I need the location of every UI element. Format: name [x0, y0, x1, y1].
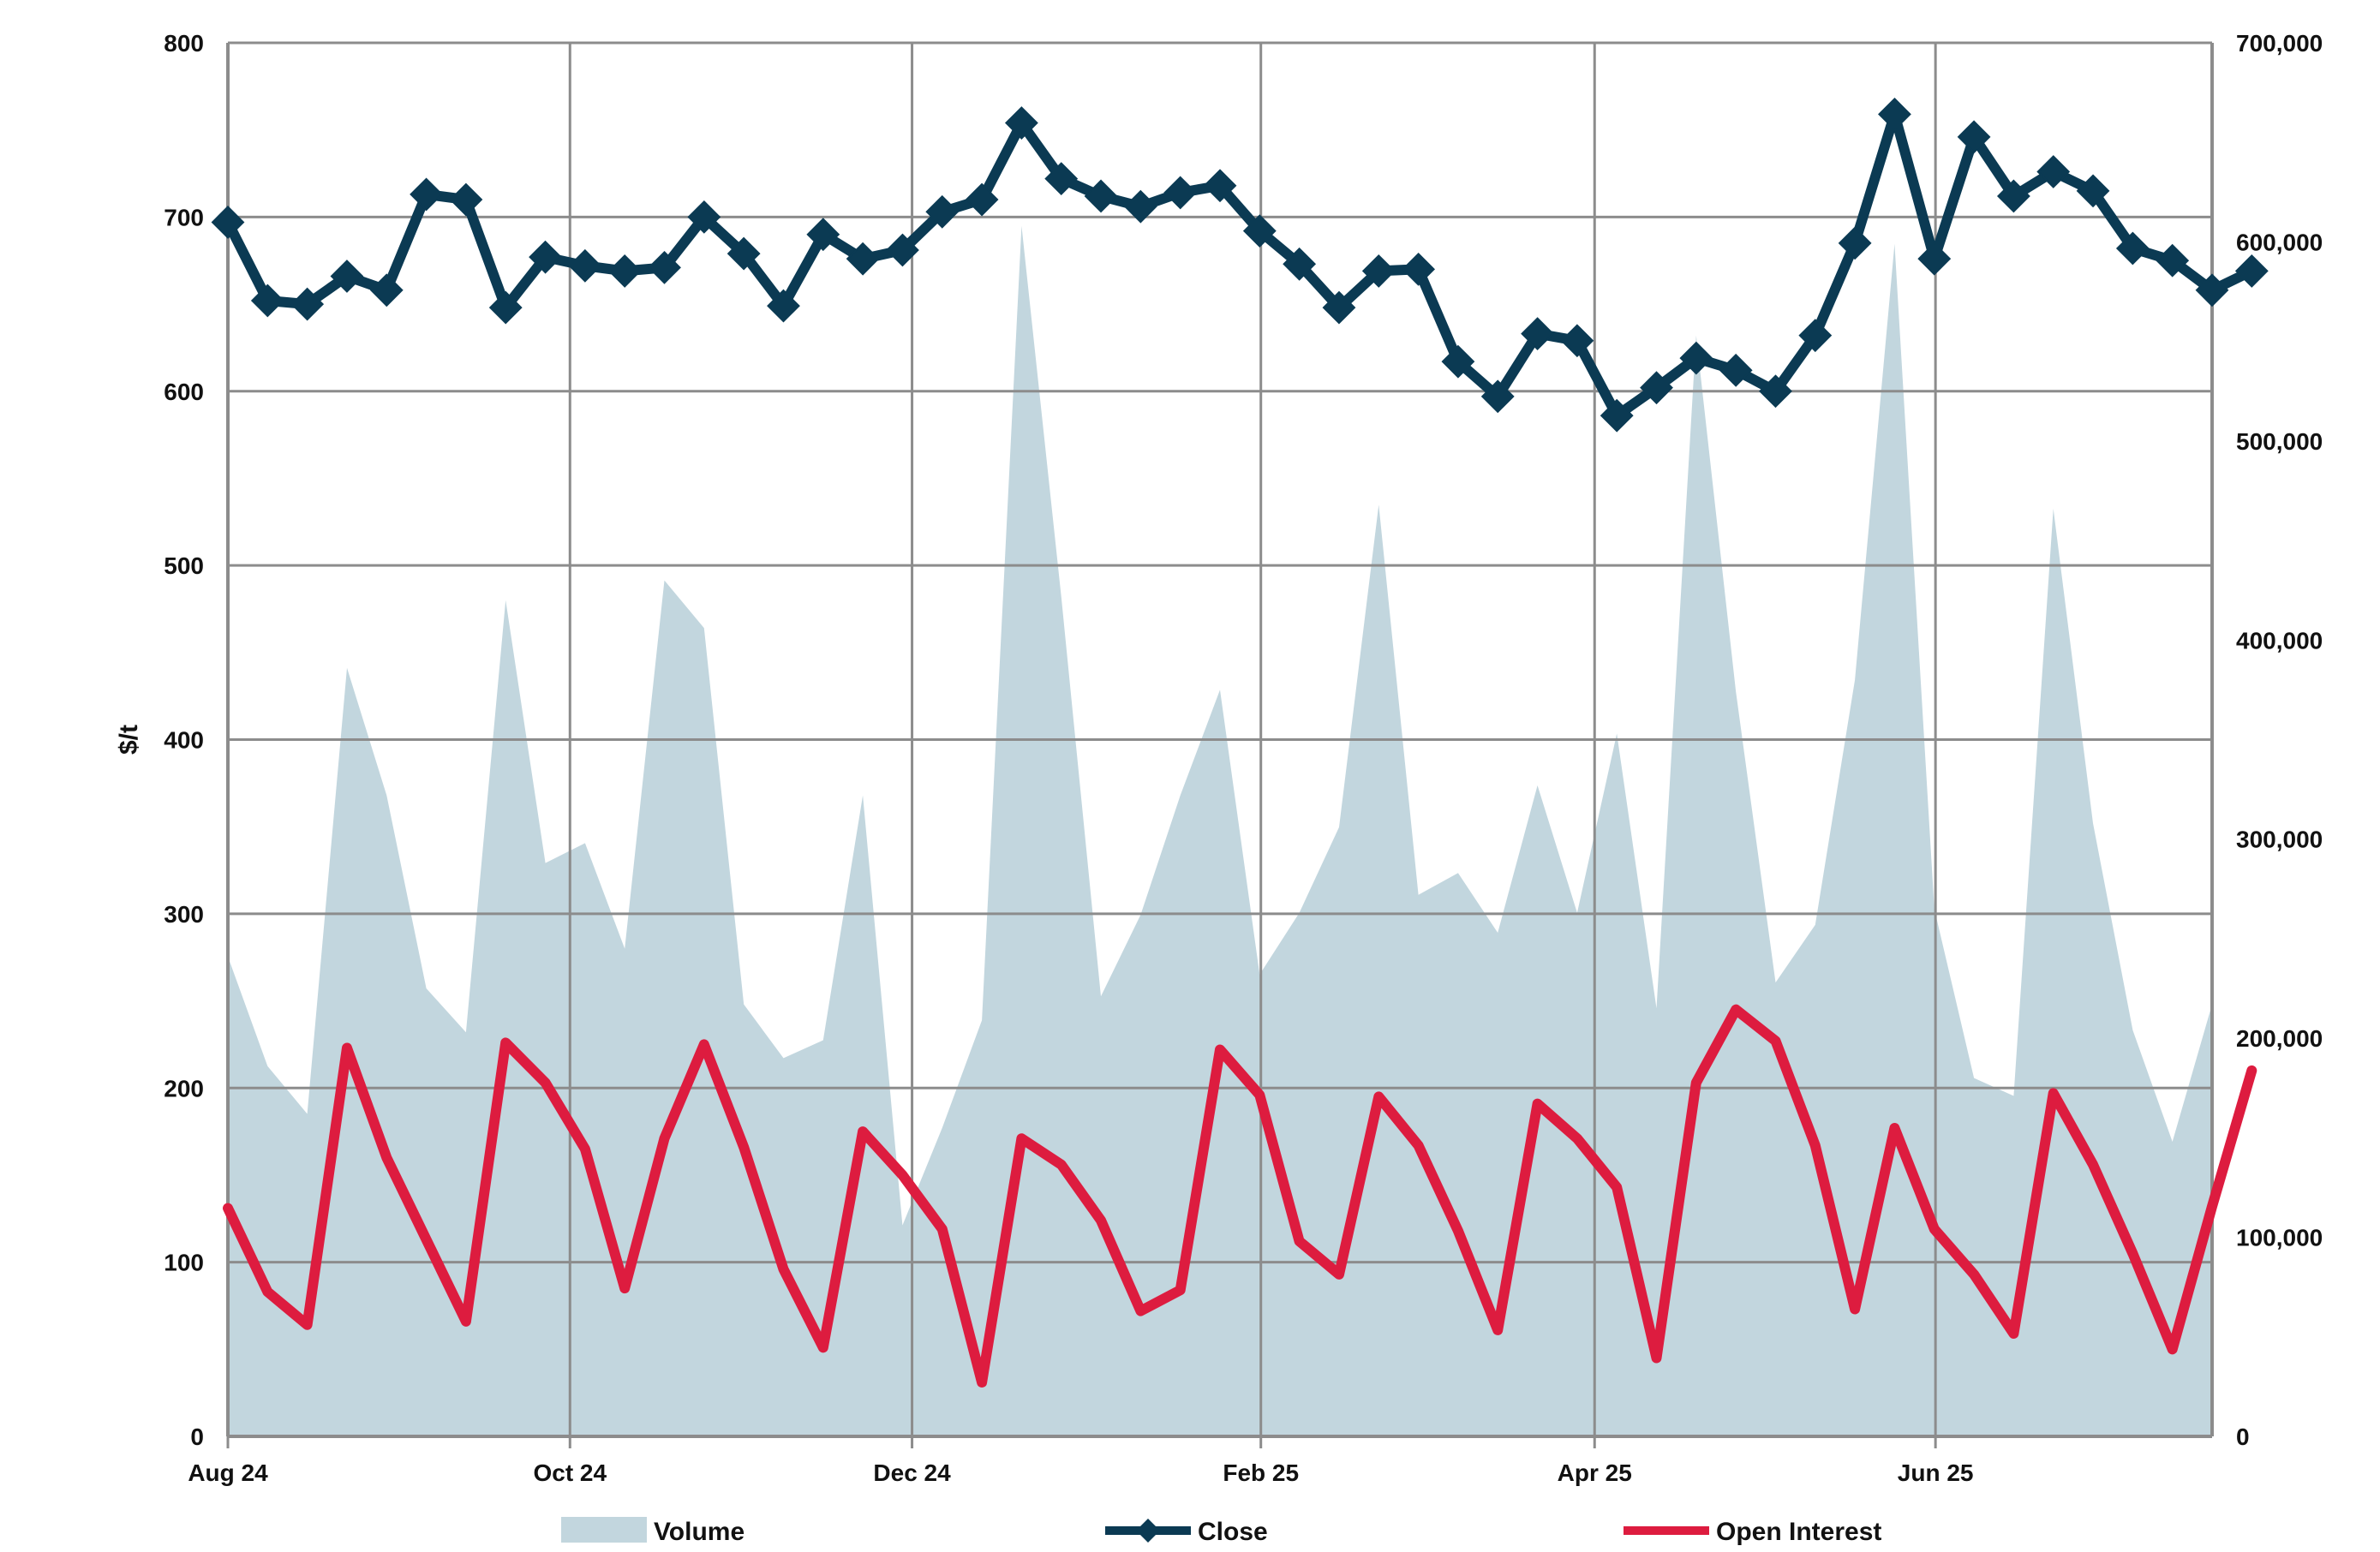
y-left-tick-label: 100 — [164, 1250, 204, 1276]
y-right-tick-label: 400,000 — [2236, 627, 2323, 654]
close-point — [211, 206, 245, 239]
y-left-tick-label: 800 — [164, 30, 204, 57]
y-left-tick-label: 400 — [164, 727, 204, 754]
close-point — [410, 177, 444, 212]
axis-labels: 0 100 200 300 400 500 600 700 800 0 100,000 200,000… — [115, 30, 2323, 1486]
close-point — [1798, 319, 1833, 353]
close-point — [1084, 179, 1118, 213]
y-left-tick-label: 300 — [164, 901, 204, 928]
y-left-tick-label: 200 — [164, 1075, 204, 1101]
close-point — [1838, 226, 1872, 260]
close-point — [965, 182, 999, 217]
y-left-tick-label: 700 — [164, 204, 204, 230]
open-interest-legend-label: Open Interest — [1716, 1518, 1881, 1546]
y-right-tick-label: 0 — [2236, 1424, 2250, 1450]
close-point — [806, 218, 840, 252]
close-point — [2156, 243, 2190, 278]
close-point — [449, 182, 483, 217]
close-point — [1283, 247, 1317, 281]
close-point — [1679, 341, 1713, 375]
close-point — [1600, 398, 1634, 433]
close-point — [2076, 174, 2110, 208]
close-point — [1163, 176, 1198, 210]
y-right-tick-label: 300,000 — [2236, 827, 2323, 853]
x-tick-label: Feb 25 — [1223, 1459, 1299, 1486]
close-point — [1480, 379, 1515, 414]
y-right-tick-label: 200,000 — [2236, 1025, 2323, 1052]
x-tick-label: Apr 25 — [1558, 1459, 1632, 1486]
volume-legend-label: Volume — [654, 1518, 744, 1546]
close-legend-marker — [1136, 1519, 1160, 1543]
close-point — [925, 194, 960, 229]
close-line — [223, 109, 2257, 421]
close-point — [1044, 162, 1079, 196]
close-point — [607, 254, 642, 288]
close-point — [330, 260, 364, 293]
close-point — [1521, 317, 1554, 351]
close-point — [1203, 169, 1237, 203]
legend: Volume Close Open Interest — [561, 1517, 1881, 1546]
x-tick-label: Oct 24 — [533, 1459, 607, 1486]
volume-legend-swatch — [561, 1517, 647, 1543]
close-point — [2234, 254, 2269, 288]
close-point — [1004, 106, 1038, 140]
close-point — [846, 242, 880, 276]
close-point — [2036, 155, 2071, 188]
close-point — [1361, 254, 1396, 288]
close-point — [1123, 189, 1157, 224]
x-tick-label: Aug 24 — [188, 1459, 268, 1486]
close-point — [1719, 353, 1753, 387]
y-left-tick-label: 500 — [164, 552, 204, 579]
close-point — [1242, 214, 1277, 248]
close-point — [1996, 179, 2030, 213]
gridlines — [226, 41, 2212, 1438]
close-point — [568, 248, 602, 283]
close-point — [369, 273, 404, 307]
series-lines — [211, 97, 2269, 1388]
close-point — [727, 236, 761, 271]
volume-area-layer — [228, 225, 2212, 1436]
y-left-tick-label: 0 — [190, 1424, 204, 1450]
close-point — [488, 290, 523, 325]
open-interest-line — [223, 1004, 2257, 1388]
close-point — [1957, 120, 1991, 154]
x-tick-label: Jun 25 — [1898, 1459, 1974, 1486]
close-point — [529, 240, 562, 274]
close-legend-label: Close — [1198, 1518, 1268, 1546]
close-point — [1640, 371, 1673, 405]
y-right-tick-label: 100,000 — [2236, 1225, 2323, 1251]
y-left-tick-label: 600 — [164, 379, 204, 405]
close-point — [1402, 252, 1436, 286]
close-point — [290, 287, 325, 321]
close-point — [886, 233, 919, 267]
y-right-tick-label: 600,000 — [2236, 229, 2323, 255]
close-point — [1759, 374, 1792, 409]
close-point — [250, 284, 284, 318]
volume-area — [228, 225, 2212, 1436]
close-point — [2195, 273, 2229, 307]
close-point — [1441, 344, 1475, 379]
close-point — [1878, 97, 1911, 131]
close-point — [767, 289, 800, 323]
y-right-tick-label: 700,000 — [2236, 30, 2323, 57]
close-point — [1917, 242, 1952, 276]
y-axis-title: $/t — [115, 725, 143, 755]
y-right-tick-label: 500,000 — [2236, 428, 2323, 455]
close-point — [2115, 231, 2150, 266]
close-point — [1560, 324, 1594, 358]
close-point — [687, 200, 721, 234]
close-point — [1322, 290, 1356, 325]
x-tick-label: Dec 24 — [873, 1459, 951, 1486]
close-point — [648, 250, 681, 284]
